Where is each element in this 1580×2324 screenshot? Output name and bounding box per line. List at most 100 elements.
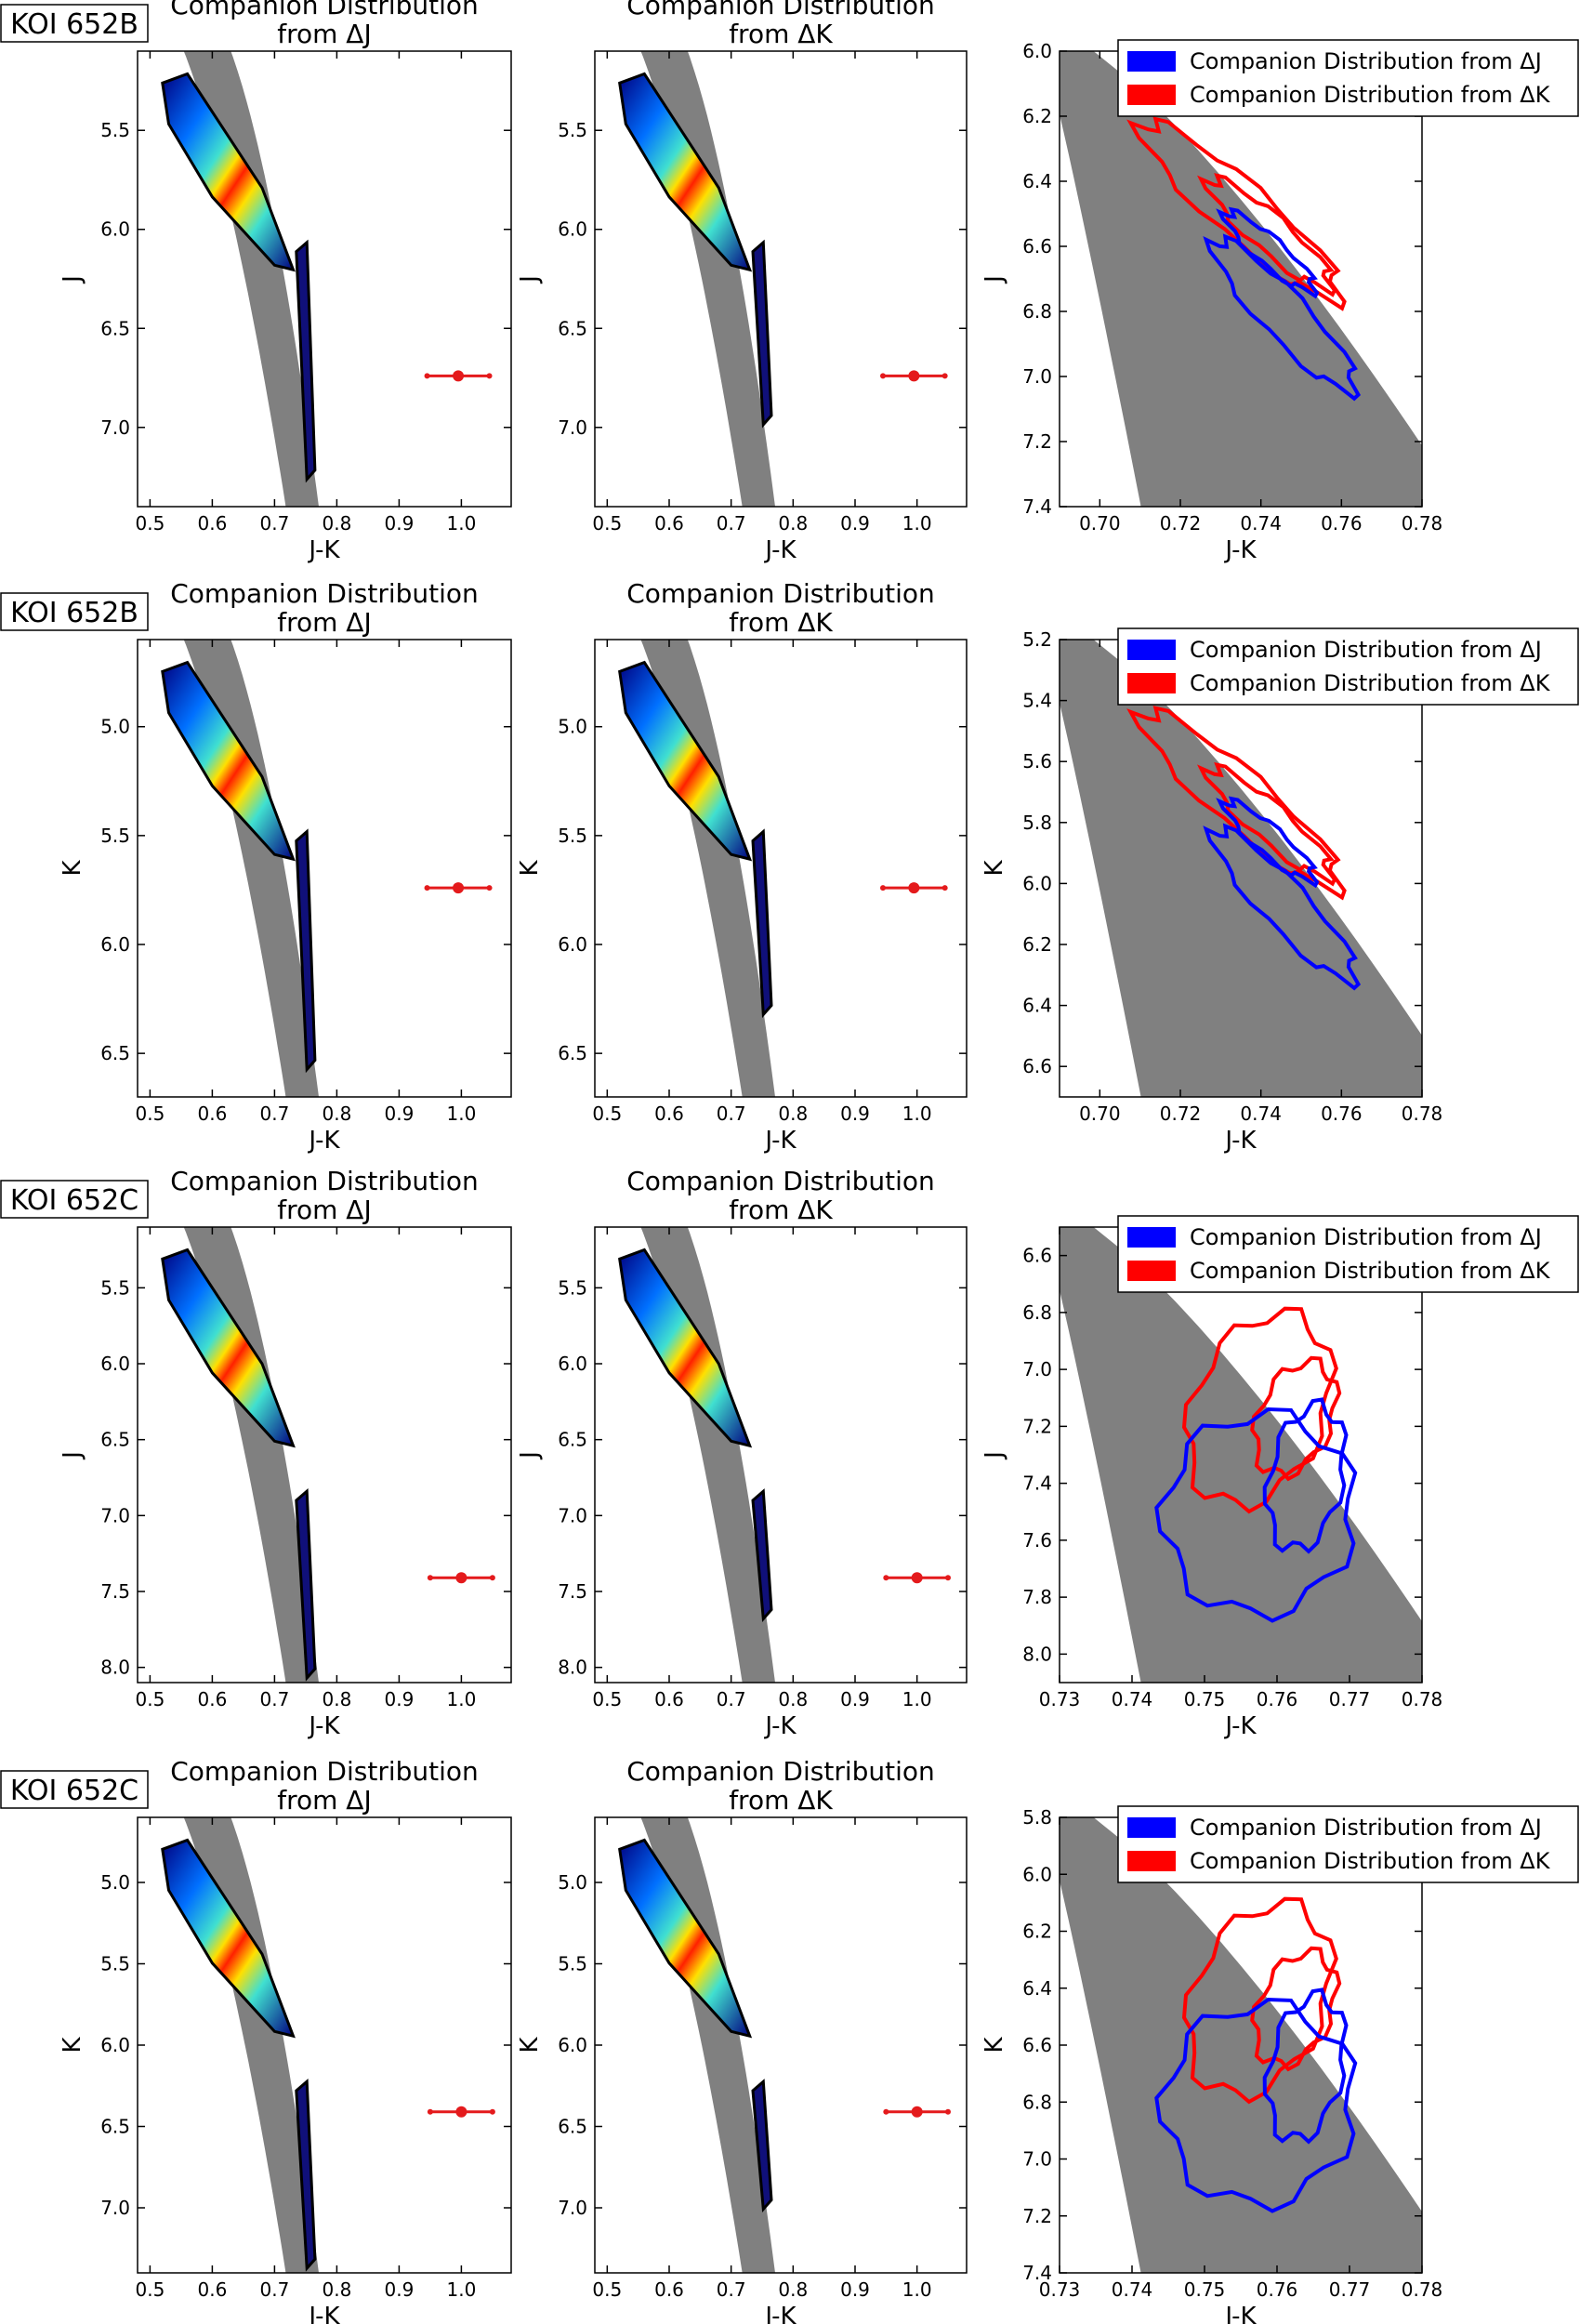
x-tick-label: 0.74 [1240,1103,1282,1125]
isochrone-band [183,1817,320,2273]
density-contour-low [295,828,317,1074]
x-tick-label: 0.76 [1257,1688,1298,1710]
x-tick-label: 0.77 [1329,2278,1371,2301]
x-tick-label: 0.9 [384,1103,414,1125]
density-contour-main [618,1838,753,2039]
x-tick-label: 0.72 [1160,1103,1202,1125]
row-label: KOI 652C [10,1775,138,1807]
y-tick-label: 5.5 [100,119,130,141]
y-axis-label: K [516,2037,544,2053]
x-axis-label: J-K [307,536,340,564]
y-tick-label: 7.5 [100,1580,130,1603]
x-tick-label: 1.0 [902,1688,932,1710]
y-tick-label: 5.5 [558,825,587,847]
red-contour-outer [1181,1896,1338,2105]
panel-4-3: 0.73 0.74 0.75 0.76 0.77 0.78 5.8 6.0 6.2 6.4 6.6 6… [981,1805,1579,2324]
x-tick-label: 0.76 [1321,512,1363,535]
panel-title: Companion Distribution [626,1756,935,1787]
x-tick-label: 0.5 [135,512,165,535]
blue-contour-inner [1216,796,1320,889]
blue-contour-outer [1154,1406,1358,1623]
y-tick-label: 5.5 [100,825,130,847]
y-tick-label: 5.5 [100,1276,130,1299]
errorbar-cap-left [883,2108,889,2115]
errorbar-cap-left [424,373,430,379]
x-axis-label: J-K [1223,536,1257,564]
primary-point [453,370,465,382]
panel-title: Companion Distribution [170,0,479,20]
panel-title: Companion Distribution [626,0,935,20]
isochrone-band [183,1227,320,1683]
row-label: KOI 652B [10,597,138,629]
legend-swatch [1127,1227,1176,1248]
y-tick-label: 6.5 [100,1429,130,1451]
y-tick-label: 5.0 [100,716,130,738]
x-tick-label: 0.6 [654,1688,684,1710]
y-tick-label: 6.6 [1022,235,1052,257]
red-contour-inner [1196,173,1337,297]
density-contour-low [295,2079,317,2272]
x-tick-label: 0.9 [840,2278,870,2301]
x-tick-label: 0.73 [1039,2278,1081,2301]
plot-frame [137,639,512,1098]
primary-point [908,882,920,894]
errorbar-cap-left [427,2108,433,2115]
isochrone-band [640,1227,776,1683]
x-tick-label: 0.5 [135,2278,165,2301]
isochrone-band [640,1817,776,2273]
y-tick-label: 7.2 [1022,2205,1052,2227]
blue-contour-outer [1154,1997,1358,2213]
panel-title: from ΔK [729,607,833,638]
x-tick-label: 0.6 [197,2278,227,2301]
y-tick-label: 5.6 [1022,750,1052,772]
x-axis-label: J-K [1223,2303,1257,2324]
x-axis-label: J-K [763,536,797,564]
legend-label: Companion Distribution from ΔJ [1190,1224,1542,1250]
errorbar-cap-left [880,885,886,891]
y-tick-label: 5.5 [558,119,587,141]
y-axis-label: K [981,860,1008,877]
y-tick-label: 7.4 [1022,2262,1052,2284]
blue-contour-outer [1203,233,1362,402]
y-tick-label: 7.5 [558,1580,587,1603]
y-axis-label: K [59,2037,86,2053]
density-contour-main [161,660,296,862]
density-contour-low [751,1488,773,1622]
legend-label: Companion Distribution from ΔJ [1190,637,1542,663]
panel-title: Companion Distribution [170,1166,479,1196]
blue-contour-inner [1262,1987,1349,2145]
y-tick-label: 7.8 [1022,1586,1052,1608]
y-tick-label: 6.5 [558,1042,587,1064]
y-tick-label: 6.6 [1022,1055,1052,1077]
blue-contour-inner [1262,1397,1349,1554]
y-tick-label: 7.4 [1022,1472,1052,1495]
y-tick-label: 6.5 [558,1429,587,1451]
x-tick-label: 0.6 [197,1103,227,1125]
x-tick-label: 0.9 [840,1103,870,1125]
y-tick-label: 5.0 [100,1871,130,1894]
y-tick-label: 5.2 [1022,628,1052,651]
x-tick-label: 0.6 [197,512,227,535]
density-contour-main [618,1248,753,1448]
legend-swatch [1127,640,1176,660]
y-tick-label: 6.6 [1022,2034,1052,2056]
x-tick-label: 0.72 [1160,512,1202,535]
x-tick-label: 0.6 [654,2278,684,2301]
x-tick-label: 0.7 [259,512,289,535]
y-tick-label: 6.0 [1022,40,1052,62]
y-tick-label: 5.8 [1022,812,1052,834]
x-tick-label: 0.8 [778,1103,808,1125]
x-tick-label: 0.8 [322,1688,351,1710]
legend-box [1117,1215,1579,1293]
y-axis-label: J [59,1451,86,1460]
x-axis-label: J-K [763,1712,797,1740]
y-axis-label: K [981,2037,1008,2053]
panel-title: from ΔJ [277,19,371,49]
legend-swatch [1127,673,1176,693]
density-contour-main [618,72,753,272]
x-tick-label: 0.76 [1321,1103,1363,1125]
y-tick-label: 7.2 [1022,1415,1052,1437]
y-tick-label: 5.0 [558,1871,587,1894]
plot-frame [137,50,512,508]
